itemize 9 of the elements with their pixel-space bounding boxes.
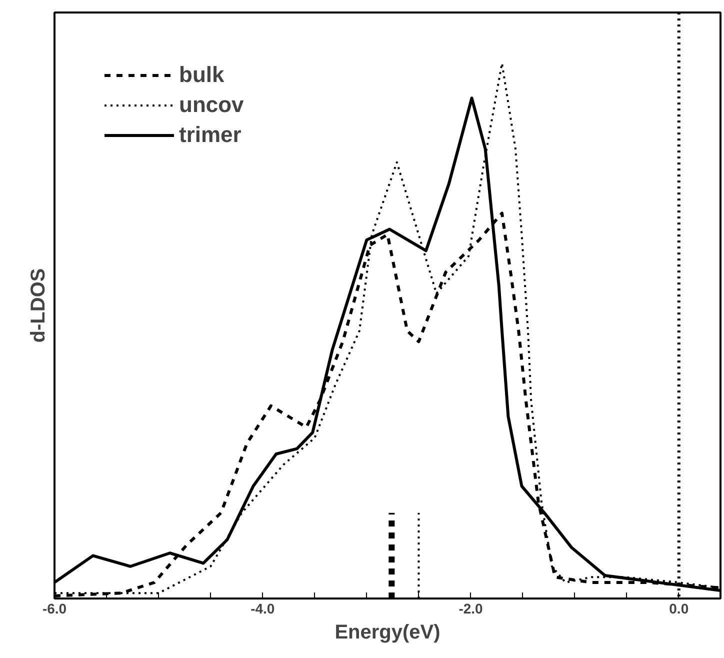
x-tick-label: -6.0 bbox=[42, 600, 67, 616]
legend-label: trimer bbox=[179, 122, 242, 148]
x-tick-label: 0.0 bbox=[669, 600, 689, 616]
legend-label: bulk bbox=[179, 62, 224, 88]
legend-label: uncov bbox=[179, 92, 244, 118]
x-axis-title: Energy(eV) bbox=[334, 622, 440, 644]
x-tick-label: -2.0 bbox=[458, 600, 484, 616]
x-tick-label: -4.0 bbox=[250, 600, 275, 616]
y-axis-title: d-LDOS bbox=[28, 268, 50, 343]
